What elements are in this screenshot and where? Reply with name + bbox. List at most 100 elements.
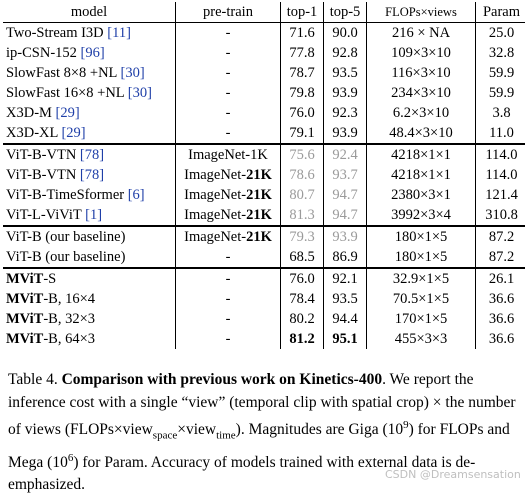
cell-top1: 79.8 [281,83,324,103]
model-name: ViT-B-VTN [6,147,80,163]
cell-model: X3D-XL [29] [3,123,176,144]
model-citation: [78] [80,167,104,183]
header-flops: FLOPs×views [367,2,476,23]
model-citation: [6] [128,187,145,203]
cell-pretrain: ImageNet-1K [176,144,281,165]
table-header-row: model pre-train top-1 top-5 FLOPs×views … [3,2,525,23]
cell-top5: 92.1 [324,268,367,289]
cell-param: 11.0 [476,123,525,144]
pretrain-value: - [226,271,231,287]
cell-param: 310.8 [476,205,525,226]
caption-text-3: ). Magnitudes are Giga (10 [236,421,403,438]
cell-flops: 455×3×3 [367,329,476,349]
model-name: ViT-L-ViViT [6,207,85,223]
cell-pretrain: - [176,289,281,309]
model-citation: [1] [85,207,102,223]
cell-flops: 170×1×5 [367,309,476,329]
model-citation: [96] [81,45,105,61]
cell-top1: 79.3 [281,226,324,247]
cell-flops: 4218×1×1 [367,144,476,165]
cell-param: 26.1 [476,268,525,289]
model-citation: [11] [107,25,131,41]
pretrain-value: - [226,105,231,121]
cell-top1: 81.3 [281,205,324,226]
cell-top5: 94.4 [324,309,367,329]
caption-sub-space: space [153,429,177,441]
cell-flops: 180×1×5 [367,226,476,247]
caption-sub-time: time [216,429,236,441]
pretrain-value: - [226,85,231,101]
cell-param: 36.6 [476,329,525,349]
header-param: Param [476,2,525,23]
cell-top1: 77.8 [281,43,324,63]
cell-top1: 75.6 [281,144,324,165]
cell-top5: 93.9 [324,123,367,144]
cell-top5: 92.8 [324,43,367,63]
pretrain-value: - [226,249,231,265]
model-name: ViT-B (our baseline) [6,229,125,245]
cell-param: 87.2 [476,247,525,268]
cell-top1: 71.6 [281,23,324,44]
cell-top5: 95.1 [324,329,367,349]
cell-pretrain: ImageNet-21K [176,205,281,226]
pretrain-value-bold: 21K [246,229,272,245]
cell-top5: 92.4 [324,144,367,165]
cell-pretrain: - [176,63,281,83]
cell-param: 121.4 [476,185,525,205]
cell-model: ViT-L-ViViT [1] [3,205,176,226]
cell-pretrain: - [176,268,281,289]
cell-flops: 116×3×10 [367,63,476,83]
cell-param: 36.6 [476,309,525,329]
model-name-bold: MViT [6,331,43,347]
cell-top5: 93.5 [324,63,367,83]
cell-top1: 78.6 [281,165,324,185]
model-name-bold: MViT [6,271,43,287]
model-name-bold: MViT [6,311,43,327]
watermark: CSDN @Dreamsensation [385,468,521,481]
cell-model: SlowFast 16×8 +NL [30] [3,83,176,103]
cell-pretrain: ImageNet-21K [176,185,281,205]
cell-flops: 6.2×3×10 [367,103,476,123]
cell-param: 32.8 [476,43,525,63]
model-citation: [29] [56,105,80,121]
cell-top1: 81.2 [281,329,324,349]
model-name: ViT-B-VTN [6,167,80,183]
cell-top5: 93.7 [324,165,367,185]
cell-top1: 79.1 [281,123,324,144]
cell-top1: 80.2 [281,309,324,329]
cell-top5: 94.7 [324,205,367,226]
cell-model: ViT-B (our baseline) [3,247,176,268]
pretrain-value: ImageNet- [184,207,246,223]
pretrain-value: - [226,311,231,327]
cell-model: X3D-M [29] [3,103,176,123]
model-name: X3D-XL [6,125,61,141]
model-citation: [30] [121,65,145,81]
header-top1: top-1 [281,2,324,23]
pretrain-value-bold: 21K [246,187,272,203]
model-name: SlowFast 16×8 +NL [6,85,128,101]
cell-pretrain: ImageNet-21K [176,226,281,247]
cell-flops: 2380×3×1 [367,185,476,205]
model-name: Two-Stream I3D [6,25,107,41]
cell-flops: 4218×1×1 [367,165,476,185]
cell-top5: 93.5 [324,289,367,309]
cell-model: MViT-S [3,268,176,289]
cell-flops: 216 × NA [367,23,476,44]
cell-model: MViT-B, 32×3 [3,309,176,329]
cell-top5: 94.7 [324,185,367,205]
cell-model: ViT-B-VTN [78] [3,144,176,165]
cell-flops: 180×1×5 [367,247,476,268]
model-name: SlowFast 8×8 +NL [6,65,121,81]
caption-text-2: ×view [177,421,216,438]
cell-top1: 78.4 [281,289,324,309]
